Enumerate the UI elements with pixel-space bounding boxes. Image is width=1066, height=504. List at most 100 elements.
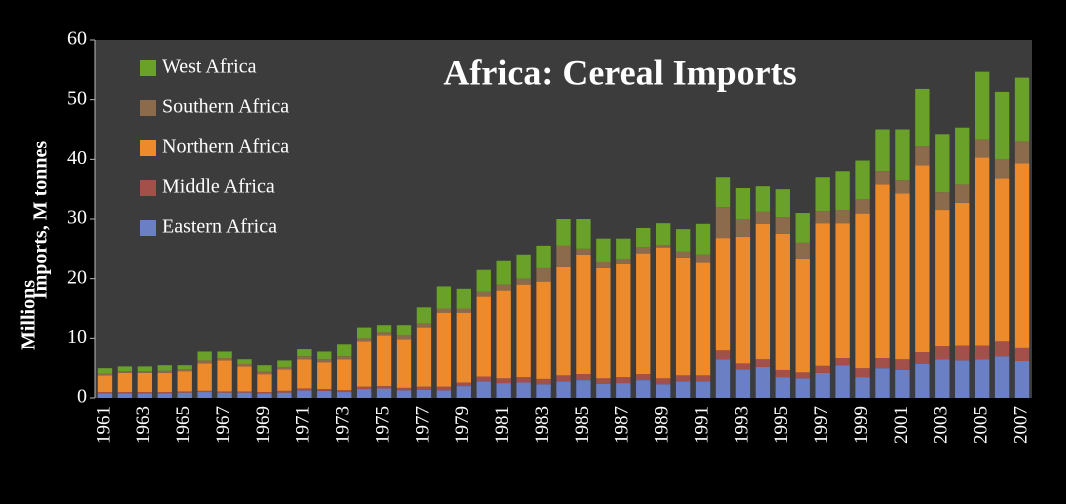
bar-segment	[97, 373, 113, 376]
bar-segment	[775, 217, 790, 234]
bar-segment	[755, 223, 771, 360]
bar-segment	[496, 290, 511, 379]
bar-segment	[715, 207, 731, 239]
chart-title: Africa: Cereal Imports	[443, 52, 796, 92]
bar-segment	[396, 325, 412, 336]
bar-segment	[177, 369, 192, 372]
bar-segment	[815, 372, 830, 398]
legend-label: West Africa	[162, 56, 257, 78]
bar-segment	[695, 254, 711, 263]
bar-segment	[396, 390, 412, 398]
y-tick-label: 10	[67, 326, 87, 348]
bar-segment	[1014, 361, 1030, 398]
bar-segment	[317, 359, 332, 363]
bar-segment	[895, 369, 910, 398]
bar-segment	[835, 223, 850, 359]
bar-segment	[974, 359, 990, 398]
bar-segment	[835, 365, 850, 398]
bar-segment	[795, 258, 810, 373]
bar-segment	[117, 371, 133, 373]
bar-segment	[536, 245, 551, 268]
bar-segment	[337, 356, 352, 360]
bar-segment	[157, 365, 172, 371]
bar-segment	[855, 160, 870, 200]
x-tick-label: 1989	[652, 406, 673, 444]
y-tick-label: 20	[67, 266, 87, 288]
bar-segment	[556, 381, 571, 398]
bar-segment	[935, 192, 950, 211]
bar-segment	[974, 71, 990, 140]
bar-segment	[675, 381, 691, 398]
x-tick-label: 2007	[1010, 406, 1031, 444]
bar-segment	[695, 223, 711, 255]
bar-segment	[516, 278, 531, 285]
bar-segment	[496, 383, 511, 398]
bar-segment	[257, 365, 272, 372]
legend-swatch	[140, 60, 156, 76]
bar-segment	[795, 213, 810, 243]
bar-segment	[376, 335, 392, 387]
bar-segment	[396, 339, 412, 388]
bar-segment	[715, 359, 731, 398]
legend-swatch	[140, 220, 156, 236]
y-tick-label: 40	[67, 147, 87, 169]
bar-segment	[994, 178, 1010, 342]
x-tick-label: 1987	[612, 406, 633, 444]
x-tick-label: 1977	[412, 406, 433, 444]
bar-segment	[994, 159, 1010, 179]
bar-segment	[376, 325, 392, 333]
x-tick-label: 1965	[173, 406, 194, 444]
bar-segment	[277, 360, 292, 367]
bar-segment	[994, 356, 1010, 398]
bar-segment	[935, 134, 950, 193]
bar-segment	[795, 378, 810, 398]
bar-segment	[656, 245, 671, 248]
bar-segment	[257, 392, 272, 394]
bar-segment	[297, 359, 312, 389]
bar-segment	[955, 127, 970, 185]
bar-segment	[815, 177, 830, 212]
bar-segment	[1014, 77, 1030, 142]
bar-segment	[935, 359, 950, 398]
x-tick-label: 2001	[891, 406, 912, 444]
bar-segment	[755, 366, 771, 398]
bar-segment	[636, 374, 651, 381]
bar-segment	[994, 341, 1010, 357]
bar-segment	[715, 177, 731, 208]
bar-segment	[197, 392, 212, 398]
bar-segment	[416, 323, 432, 328]
bar-segment	[137, 393, 153, 398]
x-tick-label: 1997	[811, 406, 832, 444]
bar-segment	[755, 359, 771, 367]
bar-segment	[97, 393, 113, 398]
bar-segment	[675, 251, 691, 258]
bar-segment	[755, 186, 771, 212]
bar-segment	[616, 263, 631, 378]
bar-segment	[436, 390, 452, 398]
bar-segment	[855, 213, 870, 369]
bar-segment	[456, 312, 471, 383]
bar-segment	[596, 383, 611, 398]
bar-segment	[257, 374, 272, 393]
bar-segment	[157, 370, 172, 373]
x-tick-label: 1969	[253, 406, 274, 444]
bar-segment	[775, 369, 790, 378]
bar-segment	[656, 247, 671, 379]
y-tick-label: 30	[67, 207, 87, 229]
bar-segment	[895, 180, 910, 194]
bar-segment	[317, 351, 332, 360]
bar-segment	[496, 378, 511, 384]
bar-segment	[356, 389, 372, 398]
bar-segment	[117, 372, 133, 393]
bar-segment	[376, 388, 392, 398]
bar-segment	[1014, 163, 1030, 348]
bar-segment	[835, 210, 850, 224]
x-tick-label: 1971	[293, 406, 314, 444]
bar-segment	[755, 211, 771, 224]
x-tick-label: 1967	[213, 406, 234, 444]
bar-segment	[636, 227, 651, 248]
bar-segment	[1014, 141, 1030, 164]
bar-segment	[735, 187, 751, 219]
bar-segment	[516, 377, 531, 383]
bar-segment	[157, 393, 172, 398]
